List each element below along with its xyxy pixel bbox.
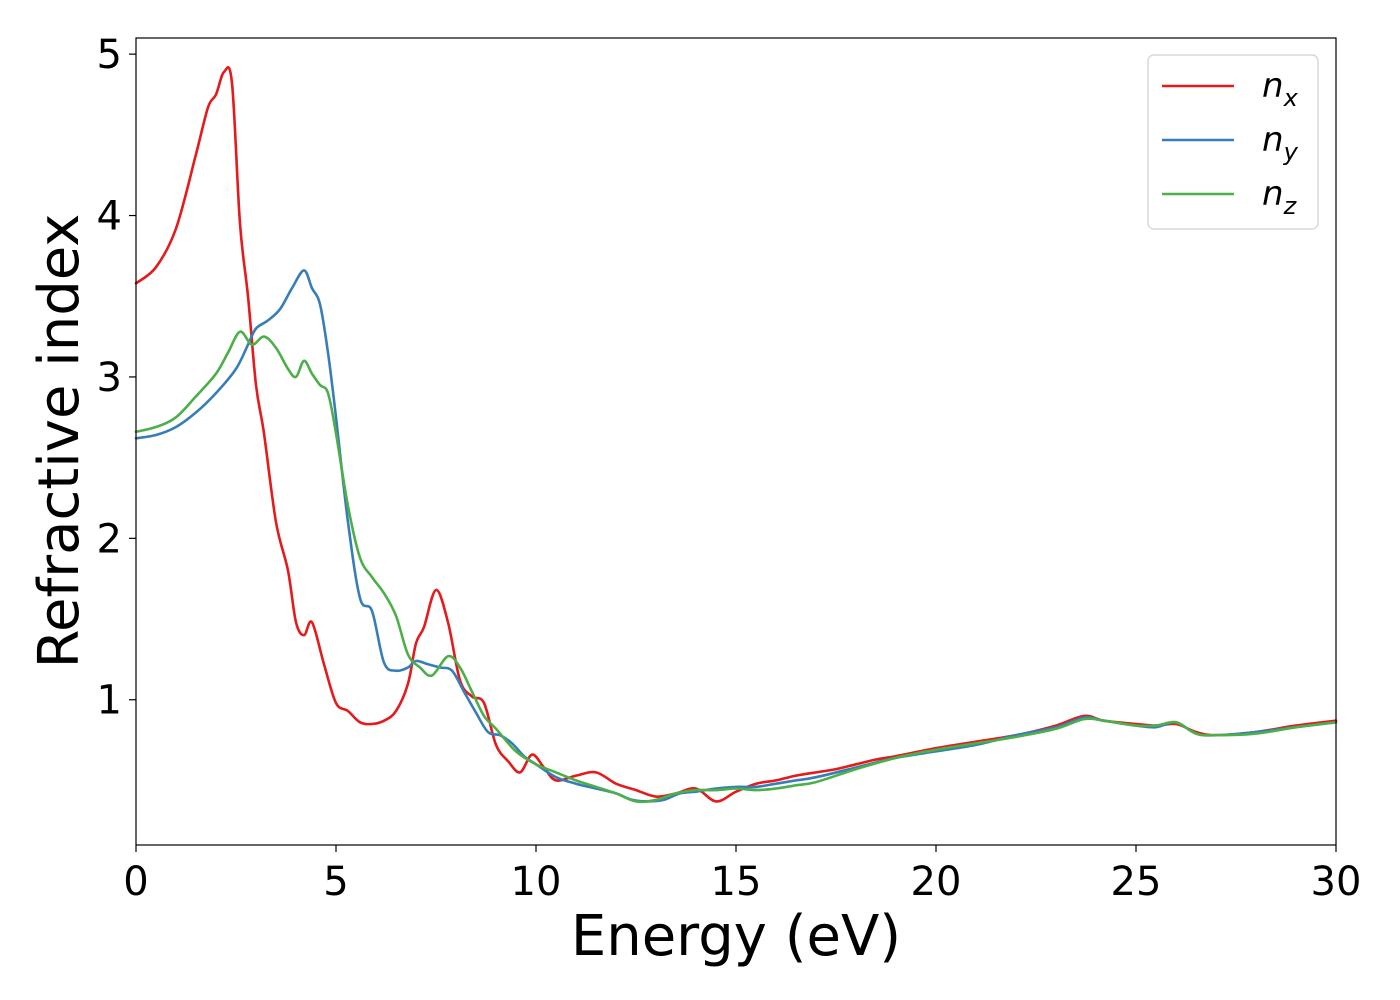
series-line-nx <box>134 66 1338 803</box>
series-line-ny <box>134 269 1338 803</box>
x-tick-label: 15 <box>711 859 762 905</box>
x-tick-label: 25 <box>1111 859 1162 905</box>
x-axis: 0 5 10 15 20 25 30 <box>123 845 1361 905</box>
x-tick-label: 20 <box>911 859 962 905</box>
y-tick-label: 5 <box>97 32 122 78</box>
y-axis-label: Refractive index <box>27 214 92 669</box>
legend-label-nx: nx <box>1262 66 1299 112</box>
legend-label-ny: ny <box>1262 120 1299 166</box>
y-tick-label: 2 <box>97 516 122 562</box>
x-tick-label: 30 <box>1311 859 1362 905</box>
series-line-nz <box>134 330 1338 804</box>
legend-box <box>1147 54 1319 230</box>
x-tick-label: 10 <box>511 859 562 905</box>
series-layer <box>134 66 1338 804</box>
x-tick-label: 5 <box>323 859 348 905</box>
x-tick-label: 0 <box>123 859 148 905</box>
y-tick-label: 4 <box>97 194 122 240</box>
y-tick-label: 1 <box>97 678 122 724</box>
y-axis: 1 2 3 4 5 <box>97 32 136 724</box>
x-axis-label: Energy (eV) <box>571 904 901 969</box>
y-tick-label: 3 <box>97 355 122 401</box>
